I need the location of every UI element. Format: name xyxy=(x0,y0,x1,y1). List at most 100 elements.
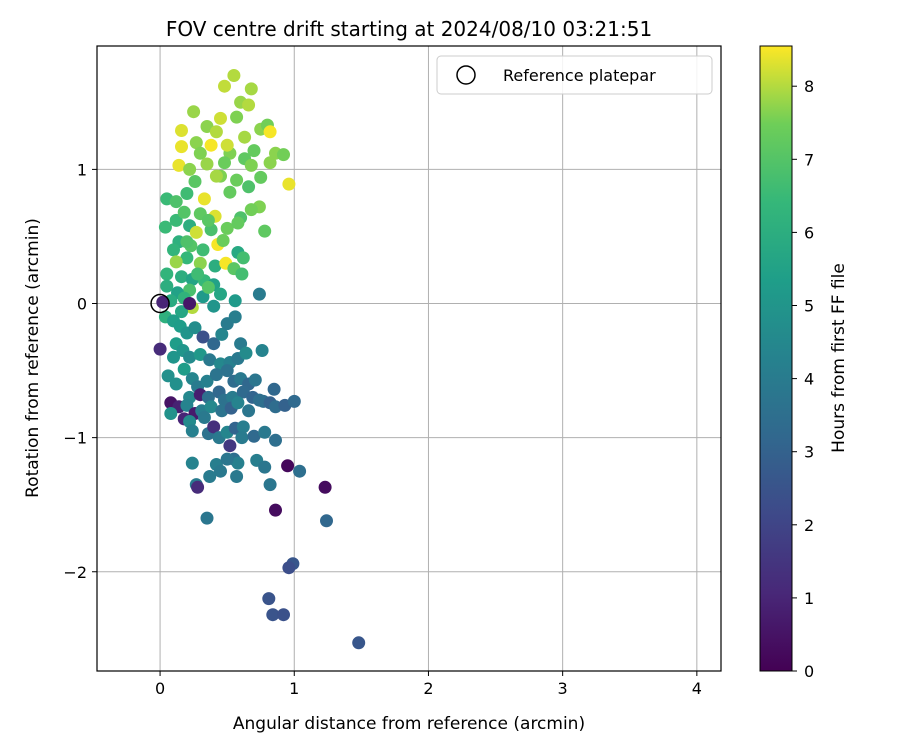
data-point xyxy=(228,310,242,324)
data-point xyxy=(258,460,272,474)
grid xyxy=(97,46,721,671)
data-point xyxy=(248,373,262,387)
data-point xyxy=(169,255,183,269)
data-point xyxy=(252,393,266,407)
data-point xyxy=(167,350,180,364)
data-point xyxy=(258,425,272,439)
data-point xyxy=(269,503,282,517)
data-point xyxy=(183,297,197,310)
legend: Reference platepar xyxy=(436,55,713,95)
data-point xyxy=(177,205,191,219)
data-point xyxy=(185,424,199,438)
colorbar-tick-label: 3 xyxy=(804,443,814,462)
data-point xyxy=(188,321,202,335)
plot-frame xyxy=(96,45,722,672)
data-point xyxy=(231,396,245,410)
data-point xyxy=(252,287,266,301)
data-point xyxy=(262,592,276,606)
data-point xyxy=(153,342,167,356)
data-point xyxy=(209,368,223,382)
data-point xyxy=(160,279,174,293)
data-point xyxy=(254,170,268,184)
data-point xyxy=(180,187,194,200)
data-point xyxy=(223,439,237,453)
data-point xyxy=(236,385,250,399)
data-point xyxy=(169,377,183,391)
data-point xyxy=(196,243,210,257)
data-point xyxy=(255,344,269,357)
data-point xyxy=(267,382,281,396)
data-point xyxy=(214,111,227,125)
data-point xyxy=(193,146,207,160)
data-point xyxy=(282,561,296,575)
data-point xyxy=(352,636,366,650)
data-point xyxy=(207,337,221,351)
data-point xyxy=(231,456,245,470)
legend-reference-label: Reference platepar xyxy=(503,66,656,85)
data-point xyxy=(282,177,296,191)
data-point xyxy=(236,420,250,434)
y-axis-label: Rotation from reference (arcmin) xyxy=(23,218,43,498)
data-point xyxy=(318,480,332,494)
colorbar-tick-label: 5 xyxy=(804,297,814,316)
y-tick-label: 0 xyxy=(77,295,87,314)
data-point xyxy=(220,138,234,152)
y-tick-label: −1 xyxy=(63,429,87,448)
data-point xyxy=(214,464,227,478)
colorbar: 0 1 2 3 4 5 6 7 8 Hours from first FF file xyxy=(759,45,849,681)
data-point xyxy=(320,514,333,528)
data-point xyxy=(161,369,175,383)
data-point xyxy=(156,295,170,309)
data-point xyxy=(209,169,223,183)
data-point xyxy=(164,407,178,420)
data-point xyxy=(175,305,188,319)
data-point xyxy=(216,234,230,247)
data-point xyxy=(200,374,214,388)
data-point xyxy=(191,267,205,281)
data-point xyxy=(187,105,201,119)
x-axis-ticks: 0 1 2 3 4 xyxy=(155,671,702,698)
data-point xyxy=(234,337,248,351)
data-point xyxy=(269,433,282,447)
data-point xyxy=(238,130,252,144)
data-point xyxy=(218,79,231,93)
data-point xyxy=(235,431,249,445)
data-point xyxy=(230,470,244,483)
reference-platepar-marker xyxy=(150,293,170,314)
data-point xyxy=(175,124,188,137)
colorbar-tick-label: 8 xyxy=(804,77,814,96)
data-point xyxy=(197,411,211,424)
data-point xyxy=(263,156,277,170)
colorbar-tick-label: 6 xyxy=(804,223,814,242)
data-point xyxy=(204,400,218,414)
data-point xyxy=(242,404,256,418)
data-point xyxy=(172,158,186,172)
data-point xyxy=(242,180,256,194)
data-point xyxy=(196,330,210,344)
data-point xyxy=(209,125,223,139)
data-point xyxy=(247,144,261,158)
data-point xyxy=(244,82,258,96)
data-point xyxy=(207,420,221,434)
x-tick-label: 3 xyxy=(558,679,568,698)
x-axis-label: Angular distance from reference (arcmin) xyxy=(233,714,585,734)
data-point xyxy=(263,478,277,492)
data-point xyxy=(201,213,215,227)
data-point xyxy=(207,299,221,313)
data-point xyxy=(227,69,241,82)
data-point xyxy=(180,398,194,412)
data-point xyxy=(247,429,261,443)
data-point xyxy=(183,350,197,364)
data-point xyxy=(239,346,253,360)
colorbar-tick-label: 4 xyxy=(804,370,814,389)
colorbar-gradient xyxy=(759,45,793,672)
data-point xyxy=(204,138,218,152)
data-point xyxy=(220,221,234,235)
data-point xyxy=(158,220,172,234)
legend-reference-marker xyxy=(456,65,476,85)
data-point xyxy=(160,267,174,281)
x-tick-label: 2 xyxy=(423,679,433,698)
data-point xyxy=(200,157,214,171)
data-point xyxy=(215,327,229,341)
